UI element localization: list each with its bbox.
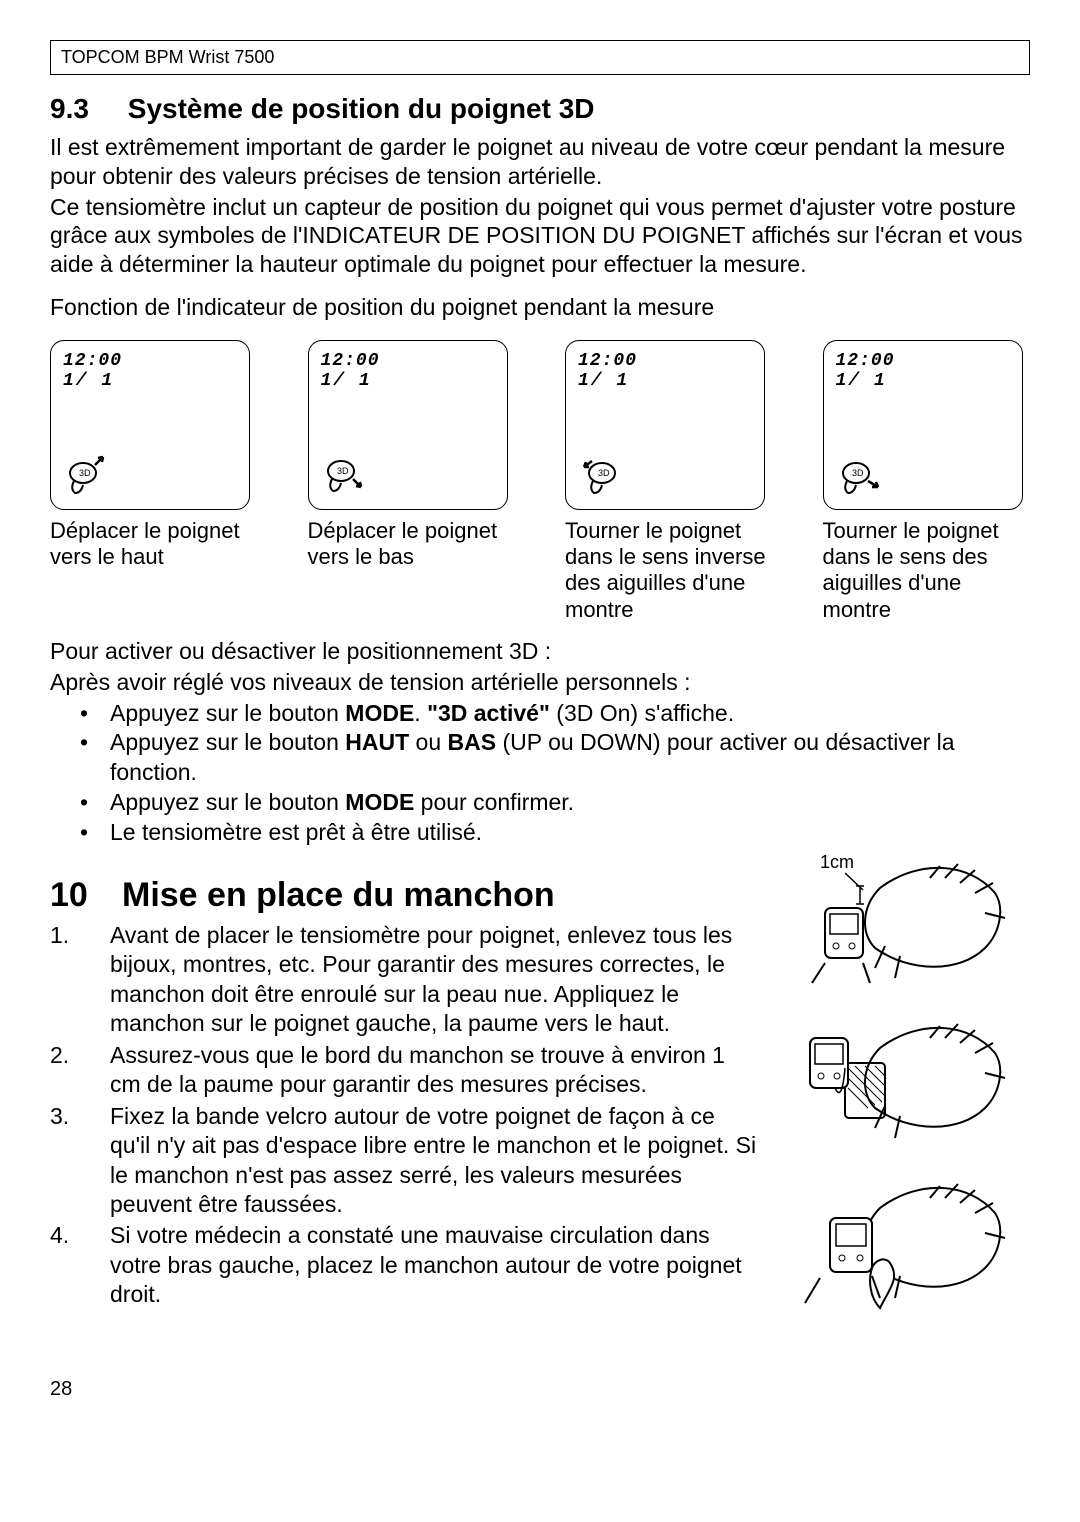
panel-caption: Tourner le poignet dans le sens inverse … bbox=[565, 518, 773, 624]
lcd-panel: 12:00 1/ 1 3D bbox=[308, 340, 508, 510]
wrist-up-icon: 3D bbox=[65, 451, 111, 497]
panel-caption: Tourner le poignet dans le sens des aigu… bbox=[823, 518, 1031, 624]
page-number: 28 bbox=[50, 1378, 1030, 1401]
list-item: 1.Avant de placer le tensiomètre pour po… bbox=[50, 921, 760, 1039]
panel-col: 12:00 1/ 1 3D Déplacer le poignet vers l… bbox=[50, 340, 258, 624]
panel-col: 12:00 1/ 1 3D Tourner le poignet dans le… bbox=[823, 340, 1031, 624]
svg-text:3D: 3D bbox=[598, 468, 610, 478]
numbered-list: 1.Avant de placer le tensiomètre pour po… bbox=[50, 921, 760, 1310]
header-bar: TOPCOM BPM Wrist 7500 bbox=[50, 40, 1030, 75]
text: ou bbox=[409, 729, 447, 755]
text: pour confirmer. bbox=[414, 789, 574, 815]
svg-text:3D: 3D bbox=[337, 466, 349, 476]
bullet-item: Appuyez sur le bouton HAUT ou BAS (UP ou… bbox=[80, 728, 1030, 788]
lcd-time: 12:00 bbox=[578, 351, 752, 371]
wrist-cw-icon: 3D bbox=[838, 451, 884, 497]
figure-column: 1cm bbox=[780, 848, 1030, 1338]
lcd-time: 12:00 bbox=[63, 351, 237, 371]
lcd-date: 1/ 1 bbox=[836, 371, 1010, 391]
bold: MODE bbox=[345, 789, 414, 815]
panel-caption: Déplacer le poignet vers le bas bbox=[308, 518, 516, 571]
text: (3D On) s'affiche. bbox=[550, 700, 734, 726]
hand-figure-1: 1cm bbox=[790, 848, 1020, 998]
lcd-time: 12:00 bbox=[321, 351, 495, 371]
wrist-down-icon: 3D bbox=[323, 451, 369, 497]
lcd-panel: 12:00 1/ 1 3D bbox=[565, 340, 765, 510]
text: Si votre médecin a constaté une mauvaise… bbox=[110, 1221, 760, 1309]
text: Appuyez sur le bouton bbox=[110, 700, 345, 726]
svg-text:3D: 3D bbox=[79, 468, 91, 478]
paragraph: Ce tensiomètre inclut un capteur de posi… bbox=[50, 193, 1030, 279]
lcd-panel: 12:00 1/ 1 3D bbox=[50, 340, 250, 510]
paragraph: Fonction de l'indicateur de position du … bbox=[50, 293, 1030, 322]
product-name: TOPCOM BPM Wrist 7500 bbox=[61, 47, 274, 67]
panel-col: 12:00 1/ 1 3D Tourner le poignet dans le… bbox=[565, 340, 773, 624]
bold: HAUT bbox=[345, 729, 409, 755]
hand-figure-2 bbox=[790, 1008, 1020, 1158]
paragraph: Il est extrêmement important de garder l… bbox=[50, 133, 1030, 191]
section-9-3-heading: 9.3 Système de position du poignet 3D bbox=[50, 93, 1030, 125]
wrist-ccw-icon: 3D bbox=[580, 451, 626, 497]
panel-caption: Déplacer le poignet vers le haut bbox=[50, 518, 258, 571]
lcd-date: 1/ 1 bbox=[63, 371, 237, 391]
list-item: 4.Si votre médecin a constaté une mauvai… bbox=[50, 1221, 760, 1309]
bullet-item: Appuyez sur le bouton MODE pour confirme… bbox=[80, 788, 1030, 818]
svg-text:3D: 3D bbox=[852, 468, 864, 478]
text: Assurez-vous que le bord du manchon se t… bbox=[110, 1041, 760, 1100]
label-1cm: 1cm bbox=[820, 852, 854, 872]
lcd-panel: 12:00 1/ 1 3D bbox=[823, 340, 1023, 510]
text: Fixez la bande velcro autour de votre po… bbox=[110, 1102, 760, 1220]
section-title: Système de position du poignet 3D bbox=[128, 93, 595, 124]
panel-col: 12:00 1/ 1 3D Déplacer le poignet vers l… bbox=[308, 340, 516, 624]
bullet-item: Appuyez sur le bouton MODE. "3D activé" … bbox=[80, 699, 1030, 729]
lcd-date: 1/ 1 bbox=[578, 371, 752, 391]
list-item: 3.Fixez la bande velcro autour de votre … bbox=[50, 1102, 760, 1220]
text: Appuyez sur le bouton bbox=[110, 729, 345, 755]
lcd-date: 1/ 1 bbox=[321, 371, 495, 391]
section-number: 9.3 bbox=[50, 93, 120, 125]
bold: "3D activé" bbox=[427, 700, 550, 726]
text: Avant de placer le tensiomètre pour poig… bbox=[110, 921, 760, 1039]
section-number: 10 bbox=[50, 876, 122, 915]
paragraph: Pour activer ou désactiver le positionne… bbox=[50, 637, 1030, 666]
indicator-panels-row: 12:00 1/ 1 3D Déplacer le poignet vers l… bbox=[50, 340, 1030, 624]
bold: BAS bbox=[448, 729, 497, 755]
bold: MODE bbox=[345, 700, 414, 726]
list-item: 2.Assurez-vous que le bord du manchon se… bbox=[50, 1041, 760, 1100]
text: Le tensiomètre est prêt à être utilisé. bbox=[110, 819, 482, 845]
hand-figure-3 bbox=[790, 1168, 1020, 1328]
bullet-item: Le tensiomètre est prêt à être utilisé. bbox=[80, 818, 1030, 848]
lcd-time: 12:00 bbox=[836, 351, 1010, 371]
text: . bbox=[414, 700, 427, 726]
section-10-heading: 10Mise en place du manchon bbox=[50, 876, 760, 915]
bullet-list: Appuyez sur le bouton MODE. "3D activé" … bbox=[50, 699, 1030, 848]
text: Appuyez sur le bouton bbox=[110, 789, 345, 815]
paragraph: Après avoir réglé vos niveaux de tension… bbox=[50, 668, 1030, 697]
section-title: Mise en place du manchon bbox=[122, 876, 555, 914]
